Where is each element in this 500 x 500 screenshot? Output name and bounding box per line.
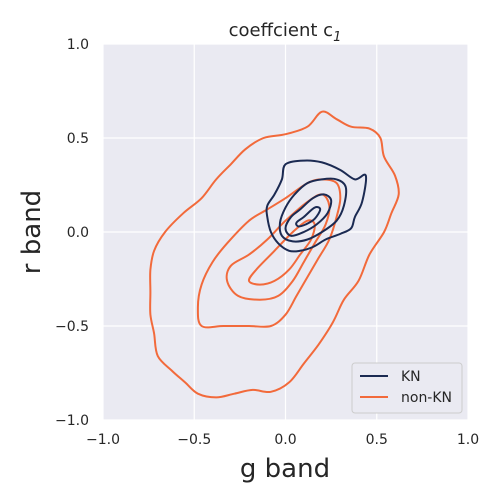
contour-layer [149, 110, 400, 399]
legend-label-kn: KN [401, 369, 421, 385]
y-tick-label: 0.0 [67, 225, 89, 241]
y-axis-title: r band [17, 190, 47, 274]
contour-kn-level-3 [284, 193, 333, 237]
y-tick-label: 1.0 [67, 37, 89, 53]
legend-label-non-kn: non-KN [401, 390, 452, 406]
y-tick-labels: −1.0 −0.5 0.0 0.5 1.0 [55, 37, 89, 429]
x-tick-label: 0.5 [366, 432, 388, 448]
contour-kn-level-4 [295, 206, 322, 228]
y-tick-label: −0.5 [55, 319, 89, 335]
y-tick-label: −1.0 [55, 413, 89, 429]
chart-title: coeffcient c1 [229, 20, 342, 45]
x-tick-label: −1.0 [86, 432, 120, 448]
contour-non-kn-level-1 [149, 110, 400, 399]
contour-kn-level-2 [278, 177, 348, 243]
x-tick-label: 0.0 [274, 432, 296, 448]
contour-non-kn-level-4 [247, 219, 316, 286]
chart-title-subscript: 1 [333, 30, 341, 45]
legend: KN non-KN [351, 362, 463, 414]
x-tick-label: 1.0 [457, 432, 479, 448]
x-axis-title: g band [240, 454, 330, 484]
chart-title-main: coeffcient c [229, 20, 333, 41]
x-tick-labels: −1.0 −0.5 0.0 0.5 1.0 [86, 432, 479, 448]
x-tick-label: −0.5 [177, 432, 211, 448]
contour-non-kn-level-3 [225, 193, 331, 301]
contour-kn-level-1 [265, 159, 368, 253]
y-tick-label: 0.5 [67, 131, 89, 147]
